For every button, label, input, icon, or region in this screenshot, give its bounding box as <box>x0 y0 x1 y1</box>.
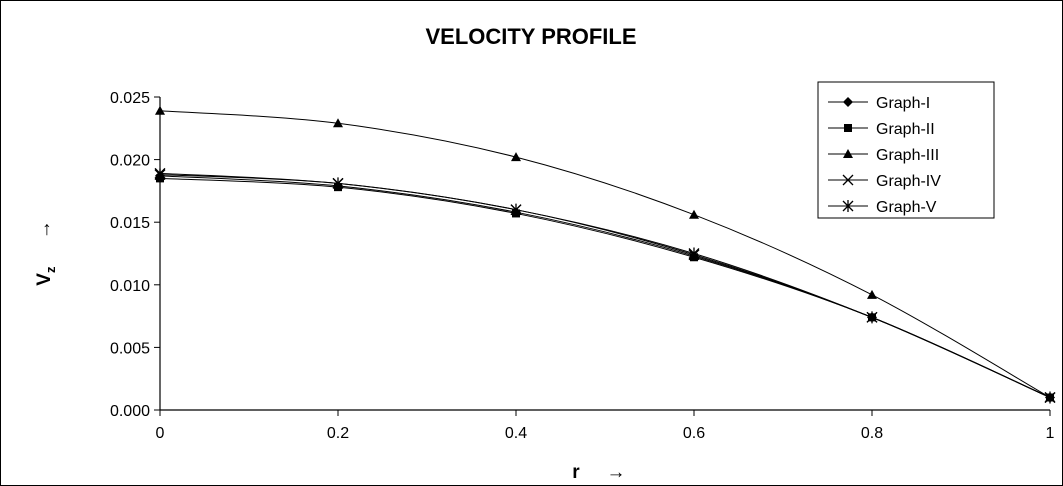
x-tick-group: 0 0.2 0.4 0.6 0.8 1 <box>156 410 1055 442</box>
legend-item: Graph-IV <box>828 173 941 190</box>
x-tick-label: 0 <box>156 425 165 442</box>
x-axis-label: r → <box>572 462 625 483</box>
legend-marker <box>843 97 853 107</box>
y-axis-label-arrow: → <box>34 220 55 239</box>
data-point <box>332 177 344 190</box>
legend-marker <box>843 149 853 158</box>
x-tick-label: 0.6 <box>683 425 705 442</box>
legend-label: Graph-III <box>876 147 939 164</box>
legend-label: Graph-I <box>876 95 930 112</box>
data-point <box>1044 391 1056 404</box>
legend-item: Graph-II <box>828 121 935 138</box>
x-axis-label-text: r <box>572 462 580 483</box>
data-point <box>333 118 343 128</box>
legend-item: Graph-III <box>828 147 939 164</box>
data-point <box>154 168 166 181</box>
legend-item: Graph-I <box>828 95 930 112</box>
legend: Graph-I Graph-II Graph-III Graph-IV Graph-V <box>817 81 995 219</box>
data-point <box>867 289 877 299</box>
y-tick-label: 0.000 <box>110 403 150 420</box>
chart-title: VELOCITY PROFILE <box>425 24 636 49</box>
legend-marker <box>842 174 854 186</box>
y-tick-label: 0.020 <box>110 153 150 170</box>
data-point <box>688 247 700 260</box>
data-point <box>866 311 878 324</box>
series-line <box>159 174 1051 398</box>
x-tick-label: 0.4 <box>505 425 527 442</box>
y-axis-label-sub: z <box>43 266 58 273</box>
y-tick-label: 0.015 <box>110 215 150 232</box>
y-axis-label: Vz → <box>34 220 60 285</box>
y-tick-label: 0.005 <box>110 340 150 357</box>
x-tick-label: 1 <box>1046 425 1055 442</box>
y-tick-group: 0.000 0.005 0.010 0.015 0.020 0.025 <box>110 90 160 420</box>
x-tick-label: 0.8 <box>861 425 883 442</box>
data-point <box>689 209 699 219</box>
legend-label: Graph-II <box>876 121 935 138</box>
legend-marker <box>844 124 852 132</box>
y-axis-label-main: V <box>34 273 55 286</box>
series-layer <box>154 105 1056 404</box>
data-point <box>155 105 165 115</box>
legend-label: Graph-IV <box>876 173 941 190</box>
data-point <box>511 152 521 162</box>
legend-item: Graph-V <box>828 199 937 216</box>
svg-text:Vz →: Vz → <box>34 220 60 285</box>
legend-label: Graph-V <box>876 199 937 216</box>
series-line <box>159 110 1051 398</box>
x-axis-label-arrow: → <box>607 462 626 483</box>
y-tick-label: 0.010 <box>110 278 150 295</box>
x-tick-label: 0.2 <box>327 425 349 442</box>
series-graph-v <box>154 168 1056 404</box>
y-tick-label: 0.025 <box>110 90 150 107</box>
legend-marker <box>842 200 854 212</box>
data-point <box>510 203 522 216</box>
